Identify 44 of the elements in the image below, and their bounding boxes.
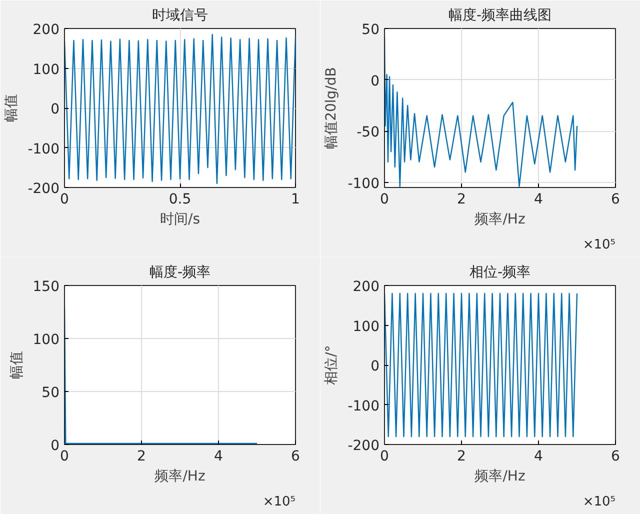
x-tick-label: 2 <box>457 192 466 208</box>
y-axis-title: 幅值20lg/dB <box>324 67 340 149</box>
x-axis-title: 频率/Hz <box>474 212 526 228</box>
x-tick-label: 0.5 <box>168 192 192 208</box>
y-tick-label: 200 <box>352 279 380 295</box>
y-tick-label: 0 <box>370 358 380 374</box>
y-tick-label: 150 <box>32 279 60 295</box>
x-tick-label: 6 <box>611 448 620 464</box>
y-tick-label: -100 <box>348 176 380 192</box>
y-axis-title: 相位/° <box>324 345 340 385</box>
x-tick-label: 4 <box>534 192 544 208</box>
y-tick-label: 50 <box>362 22 380 38</box>
chart-title: 相位-频率 <box>469 264 531 280</box>
x-tick-label: 4 <box>214 448 224 464</box>
y-tick-label: 100 <box>32 332 60 348</box>
x-tick-label: 6 <box>611 192 620 208</box>
y-tick-label: 0 <box>50 438 60 454</box>
y-tick-label: -200 <box>348 438 380 454</box>
x-tick-label: 2 <box>137 448 146 464</box>
text: ×10⁵ <box>262 494 296 510</box>
x-axis-title: 时间/s <box>160 212 200 228</box>
x-tick-label: 1 <box>291 192 300 208</box>
x-tick-label: 6 <box>291 448 300 464</box>
text: ×10⁵ <box>582 494 616 510</box>
y-tick-label: -200 <box>28 181 60 197</box>
y-axis-title: 幅值 <box>4 94 20 122</box>
x-axis-title: 频率/Hz <box>474 468 526 484</box>
text: ×10⁵ <box>582 238 616 252</box>
y-axis-title: 幅值 <box>8 351 25 379</box>
x-tick-label: 4 <box>534 448 544 464</box>
y-tick-label: 50 <box>42 385 60 401</box>
y-tick-label: -50 <box>356 124 380 141</box>
y-tick-label: 0 <box>50 102 60 118</box>
chart-title: 幅度-频率曲线图 <box>448 8 552 24</box>
y-tick-label: -100 <box>28 141 60 158</box>
y-tick-label: 100 <box>352 318 380 335</box>
y-tick-label: 0 <box>370 73 380 90</box>
x-tick-label: 2 <box>457 448 466 464</box>
y-tick-label: 200 <box>32 22 60 38</box>
chart-title: 幅度-频率 <box>149 264 211 280</box>
y-tick-label: -100 <box>348 398 380 414</box>
y-tick-label: 100 <box>32 62 60 78</box>
chart-title: 时域信号 <box>152 8 208 24</box>
x-axis-title: 频率/Hz <box>154 468 206 484</box>
